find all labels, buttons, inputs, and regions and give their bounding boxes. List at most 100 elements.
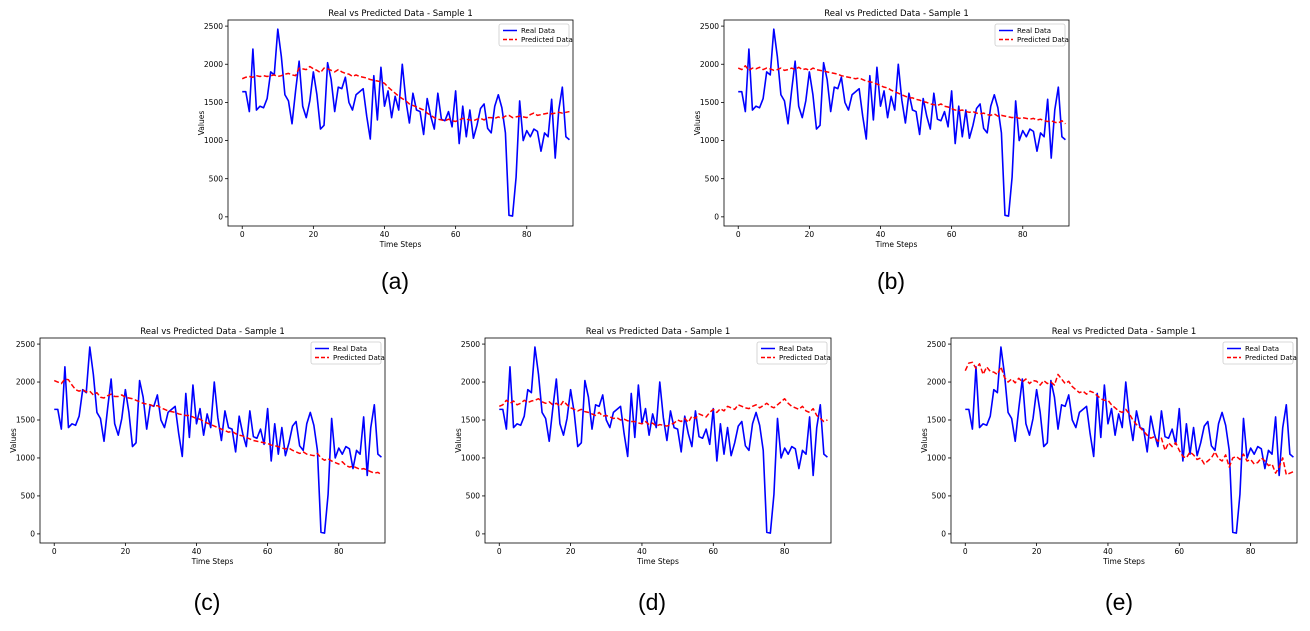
y-tick-label: 2500 bbox=[700, 22, 719, 31]
y-tick-label: 2000 bbox=[204, 60, 223, 69]
legend-entry: Real Data bbox=[779, 345, 813, 353]
y-tick-label: 2000 bbox=[461, 378, 480, 387]
y-axis-label: Values bbox=[9, 428, 18, 453]
x-tick-label: 20 bbox=[121, 547, 131, 556]
y-tick-label: 1000 bbox=[16, 454, 35, 463]
y-tick-label: 1000 bbox=[204, 136, 223, 145]
series-line-real-data bbox=[738, 28, 1066, 217]
series-line-predicted-data bbox=[964, 361, 1294, 476]
panel-caption: (d) bbox=[638, 589, 666, 615]
chart-title: Real vs Predicted Data - Sample 1 bbox=[1052, 327, 1197, 337]
y-tick-label: 2500 bbox=[204, 22, 223, 31]
panel-caption: (b) bbox=[877, 268, 905, 294]
panel-caption: (a) bbox=[381, 268, 409, 294]
plot-frame bbox=[227, 19, 574, 227]
chart-title: Real vs Predicted Data - Sample 1 bbox=[328, 9, 473, 19]
legend-entry: Real Data bbox=[521, 27, 555, 35]
y-tick-label: 500 bbox=[209, 174, 224, 183]
y-tick-label: 1500 bbox=[461, 416, 480, 425]
y-tick-label: 1500 bbox=[16, 416, 35, 425]
x-tick-label: 0 bbox=[52, 547, 57, 556]
series-line-predicted-data bbox=[737, 65, 1066, 125]
y-tick-label: 2000 bbox=[16, 378, 35, 387]
x-tick-label: 0 bbox=[963, 547, 968, 556]
x-tick-label: 80 bbox=[1018, 230, 1028, 239]
panel-caption: (c) bbox=[194, 589, 221, 615]
legend-box bbox=[756, 341, 828, 365]
chart-title: Real vs Predicted Data - Sample 1 bbox=[586, 327, 731, 337]
plot-frame bbox=[484, 337, 832, 544]
x-tick-label: 40 bbox=[380, 230, 390, 239]
plot-frame bbox=[39, 337, 386, 544]
legend-entry: Predicted Data bbox=[333, 354, 385, 362]
x-tick-label: 20 bbox=[309, 230, 319, 239]
x-tick-label: 60 bbox=[451, 230, 461, 239]
y-tick-label: 500 bbox=[932, 492, 947, 501]
y-tick-label: 1000 bbox=[927, 454, 946, 463]
y-tick-label: 0 bbox=[714, 213, 719, 222]
y-tick-label: 2000 bbox=[700, 60, 719, 69]
y-tick-label: 500 bbox=[466, 492, 481, 501]
x-tick-label: 60 bbox=[947, 230, 957, 239]
legend-box bbox=[994, 23, 1066, 47]
x-tick-label: 60 bbox=[263, 547, 273, 556]
y-tick-label: 0 bbox=[475, 530, 480, 539]
y-tick-label: 1500 bbox=[700, 98, 719, 107]
series-line-real-data bbox=[242, 28, 570, 217]
chart-panel-e: Real vs Predicted Data - Sample 1 0 20 40 60… bbox=[920, 327, 1298, 615]
x-tick-label: 0 bbox=[240, 230, 245, 239]
y-axis-label: Values bbox=[693, 111, 702, 136]
x-tick-label: 20 bbox=[566, 547, 576, 556]
x-tick-label: 0 bbox=[497, 547, 502, 556]
x-axis-label: Time Steps bbox=[379, 240, 422, 249]
y-tick-label: 0 bbox=[941, 530, 946, 539]
legend-box bbox=[1222, 341, 1294, 365]
chart-title: Real vs Predicted Data - Sample 1 bbox=[140, 327, 285, 337]
y-tick-label: 500 bbox=[21, 492, 36, 501]
x-tick-label: 20 bbox=[1032, 547, 1042, 556]
y-axis-label: Values bbox=[920, 428, 929, 453]
x-tick-label: 40 bbox=[192, 547, 202, 556]
y-tick-label: 1000 bbox=[461, 454, 480, 463]
y-tick-label: 2500 bbox=[16, 340, 35, 349]
x-tick-label: 40 bbox=[1103, 547, 1113, 556]
plot-frame bbox=[950, 337, 1298, 544]
y-tick-label: 2500 bbox=[461, 340, 480, 349]
chart-panel-d: Real vs Predicted Data - Sample 1 0 20 40 60… bbox=[454, 327, 832, 615]
x-axis-label: Time Steps bbox=[1102, 557, 1145, 566]
series-line-real-data bbox=[965, 346, 1294, 534]
x-axis-label: Time Steps bbox=[875, 240, 918, 249]
chart-panel-b: Real vs Predicted Data - Sample 1 0 20 40 60… bbox=[693, 9, 1070, 294]
y-tick-label: 0 bbox=[218, 213, 223, 222]
legend-entry: Real Data bbox=[1245, 345, 1279, 353]
x-tick-label: 20 bbox=[805, 230, 815, 239]
legend-entry: Real Data bbox=[333, 345, 367, 353]
x-tick-label: 80 bbox=[780, 547, 790, 556]
y-tick-label: 1000 bbox=[700, 136, 719, 145]
legend-entry: Predicted Data bbox=[1245, 354, 1297, 362]
plot-frame bbox=[723, 19, 1070, 227]
x-tick-label: 80 bbox=[522, 230, 532, 239]
y-axis-label: Values bbox=[454, 428, 463, 453]
chart-title: Real vs Predicted Data - Sample 1 bbox=[824, 9, 969, 19]
x-axis-label: Time Steps bbox=[636, 557, 679, 566]
y-tick-label: 0 bbox=[30, 530, 35, 539]
chart-panel-a: Real vs Predicted Data - Sample 1 0 20 40 60… bbox=[197, 9, 574, 294]
legend-box bbox=[310, 341, 382, 365]
panel-caption: (e) bbox=[1105, 589, 1133, 615]
chart-panel-c: Real vs Predicted Data - Sample 1 0 20 40 60… bbox=[9, 327, 386, 615]
x-tick-label: 80 bbox=[334, 547, 344, 556]
x-tick-label: 80 bbox=[1246, 547, 1256, 556]
legend-entry: Predicted Data bbox=[779, 354, 831, 362]
series-line-predicted-data bbox=[498, 397, 828, 427]
y-tick-label: 1500 bbox=[927, 416, 946, 425]
x-tick-label: 0 bbox=[736, 230, 741, 239]
y-tick-label: 2500 bbox=[927, 340, 946, 349]
series-line-real-data bbox=[54, 346, 382, 534]
legend-entry: Real Data bbox=[1017, 27, 1051, 35]
x-axis-label: Time Steps bbox=[191, 557, 234, 566]
